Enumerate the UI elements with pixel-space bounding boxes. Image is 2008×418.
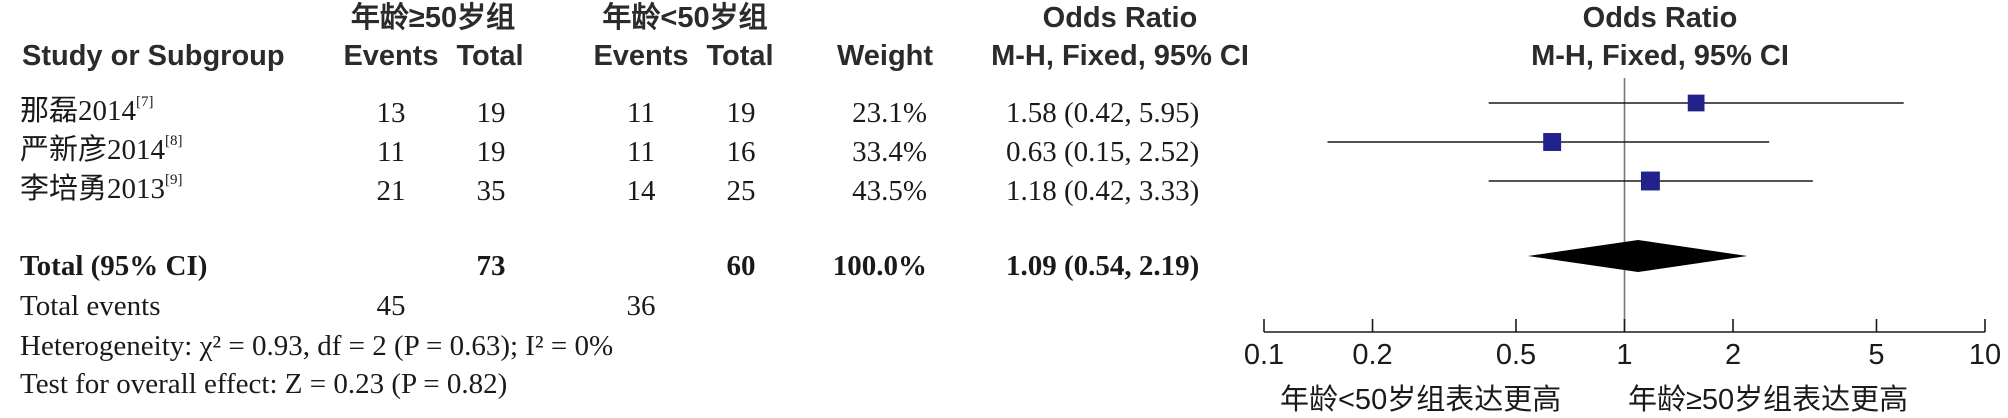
study-events2: 14 bbox=[626, 175, 656, 207]
study-ci-text: 1.18 (0.42, 3.33) bbox=[1006, 175, 1200, 207]
total1-header: Total bbox=[456, 40, 524, 72]
study-weight: 33.4% bbox=[852, 136, 927, 168]
favours-left-label: 年龄<50岁组表达更高 bbox=[1280, 384, 1562, 416]
overall-effect-text: Test for overall effect: Z = 0.23 (P = 0… bbox=[20, 368, 508, 400]
x-tick-label: 5 bbox=[1868, 339, 1884, 371]
study-total1: 19 bbox=[476, 136, 506, 168]
x-tick-label: 2 bbox=[1725, 339, 1741, 371]
study-events2: 11 bbox=[627, 136, 655, 168]
study-weight: 43.5% bbox=[852, 175, 927, 207]
study-events1: 21 bbox=[376, 175, 406, 207]
study-point bbox=[1687, 94, 1705, 112]
study-events1: 13 bbox=[376, 97, 406, 129]
total-label: Total (95% CI) bbox=[20, 250, 208, 282]
study-total1: 35 bbox=[476, 175, 506, 207]
study-point bbox=[1543, 133, 1562, 151]
total-events2: 36 bbox=[626, 290, 656, 322]
x-tick-label: 10 bbox=[1969, 339, 2001, 371]
weight-header: Weight bbox=[836, 40, 934, 72]
or-header-title: Odds Ratio bbox=[1042, 2, 1198, 34]
events2-header: Events bbox=[593, 40, 689, 72]
total-ci-text: 1.09 (0.54, 2.19) bbox=[1006, 250, 1200, 282]
total-weight: 100.0% bbox=[832, 250, 927, 282]
heterogeneity-text: Heterogeneity: χ² = 0.93, df = 2 (P = 0.… bbox=[20, 330, 614, 362]
study-total2: 16 bbox=[726, 136, 756, 168]
total-events1: 45 bbox=[376, 290, 406, 322]
study-point bbox=[1640, 171, 1660, 191]
or-header-method: M-H, Fixed, 95% CI bbox=[991, 40, 1249, 72]
study-ref: [8] bbox=[165, 133, 183, 149]
study-ref: [9] bbox=[165, 172, 183, 188]
study-ci-text: 0.63 (0.15, 2.52) bbox=[1006, 136, 1200, 168]
study-ref: [7] bbox=[136, 94, 154, 110]
plot-header-method: M-H, Fixed, 95% CI bbox=[1531, 40, 1789, 72]
x-tick-label: 0.5 bbox=[1496, 339, 1536, 371]
total-events-label: Total events bbox=[20, 290, 161, 322]
x-tick-label: 0.1 bbox=[1244, 339, 1284, 371]
study-total1: 19 bbox=[476, 97, 506, 129]
x-tick-label: 1 bbox=[1616, 339, 1632, 371]
pooled-diamond bbox=[1528, 240, 1748, 272]
study-total2: 25 bbox=[726, 175, 756, 207]
study-total2: 19 bbox=[726, 97, 756, 129]
study-ci-text: 1.58 (0.42, 5.95) bbox=[1006, 97, 1200, 129]
study-column-header: Study or Subgroup bbox=[22, 40, 285, 72]
study-weight: 23.1% bbox=[852, 97, 927, 129]
study-events2: 11 bbox=[627, 97, 655, 129]
total-total1: 73 bbox=[476, 250, 506, 282]
plot-header-title: Odds Ratio bbox=[1582, 2, 1738, 34]
group2-header: 年龄<50岁组 bbox=[602, 2, 768, 34]
events1-header: Events bbox=[343, 40, 439, 72]
group1-header: 年龄≥50岁组 bbox=[350, 2, 516, 34]
total2-header: Total bbox=[706, 40, 774, 72]
favours-right-label: 年龄≥50岁组表达更高 bbox=[1628, 384, 1909, 416]
study-events1: 11 bbox=[377, 136, 405, 168]
study-name: 李培勇2013[9] bbox=[20, 172, 183, 205]
total-total2: 60 bbox=[726, 250, 756, 282]
study-name: 那磊2014[7] bbox=[20, 94, 154, 127]
x-tick-label: 0.2 bbox=[1352, 339, 1392, 371]
study-name: 严新彦2014[8] bbox=[20, 133, 183, 166]
